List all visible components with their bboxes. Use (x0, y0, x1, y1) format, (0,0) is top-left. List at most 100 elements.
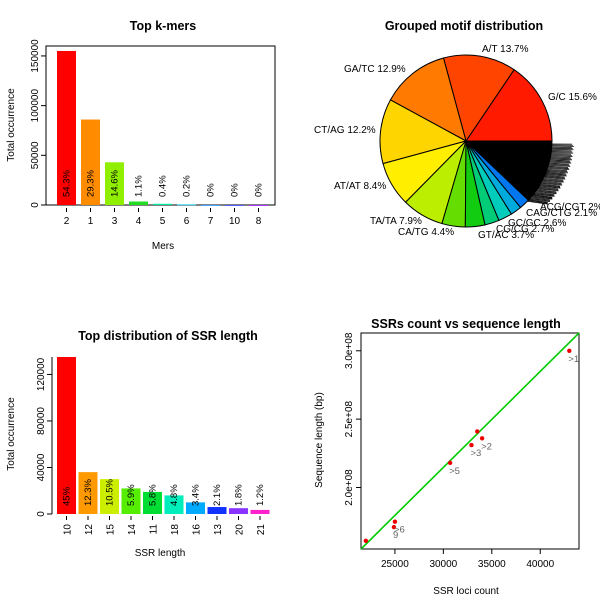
motif-minor-slices-fan (527, 143, 574, 205)
motif-minor-leader-line (548, 163, 570, 166)
motif-minor-leader-line (527, 200, 548, 205)
kmers-x-tick-label: 2 (64, 216, 70, 227)
ssr-length-bar (207, 507, 227, 514)
kmers-x-tick-label: 7 (208, 216, 214, 227)
motif-minor-leader-line (546, 170, 568, 173)
ssr-scatter-y-tick-label: 2.5e+08 (344, 400, 355, 437)
ssr-length-bar (143, 491, 162, 514)
motif-minor-leader-line (541, 181, 562, 185)
motif-slice-label: TA/TA 7.9% (370, 216, 422, 227)
ssr-length-bar-label: 3.4% (191, 484, 202, 506)
motif-minor-leader-line (537, 188, 559, 192)
motif-minor-leader-line (549, 162, 569, 165)
motif-minor-leader-line (543, 177, 564, 181)
motif-minor-leader-line (531, 196, 553, 200)
ssr-length-bar-label: 1.2% (255, 484, 266, 506)
ssr-length-y-tick-label: 120000 (36, 357, 47, 391)
motif-minor-leader-line (544, 175, 565, 178)
motif-minor-leader-line (529, 198, 551, 202)
motif-slice-label: A/T 13.7% (482, 44, 529, 55)
motif-slice (379, 99, 468, 165)
motif-minor-leader-line (542, 178, 564, 182)
motif-slice-label: GA/TC 12.9% (344, 64, 406, 75)
ssr-length-x-tick-label: 13 (213, 524, 224, 536)
motif-title: Grouped motif distribution (385, 19, 543, 33)
ssr-scatter-point (479, 436, 485, 441)
kmers-title: Top k-mers (130, 19, 196, 33)
motif-minor-leader-line (538, 186, 559, 190)
ssr-length-y-tick-label: 0 (36, 511, 47, 517)
ssr-length-bars: 45% 12.3% 10.5% 5.9% 5.8% 4.8% 3.4% 2.1% 1.8% 1.2… (57, 357, 270, 514)
ssr-length-bar-label: 4.8% (169, 484, 180, 506)
motif-minor-leader-line (550, 155, 573, 157)
ssr-scatter-x-tick-label: 25000 (381, 559, 409, 570)
kmers-bar-label: 1.1% (134, 175, 145, 197)
ssr-scatter-frame (360, 332, 580, 550)
motif-minor-leader-line (550, 158, 572, 161)
kmers-bar (57, 50, 76, 205)
ssr-length-x-tick-label: 10 (63, 524, 74, 536)
kmers-x-tick-label: 4 (136, 216, 142, 227)
motif-minor-leader-line (530, 196, 551, 201)
motif-minor-leader-line (549, 160, 571, 163)
motif-minor-leader-line (551, 153, 572, 155)
motif-slice (465, 69, 553, 142)
motif-slice-label: CG/CG 2.7% (496, 224, 554, 235)
ssr-scatter-point-label: >1 (568, 354, 579, 365)
ssr-scatter-point-label: >3 (470, 448, 481, 459)
ssr-scatter-y-ticks: 2.0e+08 2.5e+08 3.0e+08 (344, 332, 361, 506)
kmers-bar-label: 29.3% (86, 170, 97, 197)
ssr-scatter-point (363, 538, 369, 543)
motif-minor-leader-line (540, 182, 563, 186)
ssr-length-x-tick-label: 12 (84, 524, 95, 536)
ssr-length-bar-label: 2.1% (212, 484, 223, 506)
kmers-x-tick-label: 8 (256, 216, 262, 227)
ssr-scatter-points: 9>6 >5 >3>2 >1 (363, 348, 579, 543)
ssr-length-bar (57, 357, 76, 514)
motif-slice-label: CT/AG 12.2% (314, 125, 376, 136)
ssr-scatter-point-label: 9 (393, 530, 398, 541)
ssr-length-x-label: SSR length (135, 548, 186, 559)
motif-minor-leader-line (541, 180, 562, 184)
ssr-length-bar (186, 502, 205, 514)
kmers-y-tick-label: 100000 (30, 89, 41, 123)
motif-slice-label: CA/TG 4.4% (398, 227, 454, 238)
motif-minor-leader-line (545, 174, 567, 177)
motif-slice (389, 57, 467, 142)
motif-minor-leader-line (535, 190, 557, 195)
ssr-scatter-x-tick-label: 40000 (526, 559, 554, 570)
kmers-bar-label: 54.3% (62, 170, 73, 197)
motif-minor-leader-line (546, 172, 566, 175)
ssr-scatter-x-tick-label: 30000 (429, 559, 457, 570)
ssr-length-x-tick-label: 20 (235, 524, 246, 536)
motif-minor-leader-line (528, 200, 548, 204)
motif-minor-leader-line (543, 177, 566, 180)
ssr-length-y-tick-label: 80000 (36, 407, 47, 435)
kmers-y-label: Total occurrence (6, 88, 17, 162)
kmers-y-tick-label: 0 (30, 202, 41, 208)
motif-minor-leader-line (550, 154, 572, 156)
kmers-x-tick-label: 6 (184, 216, 190, 227)
ssr-length-x-tick-label: 15 (106, 524, 117, 536)
ssr-length-bar-label: 1.8% (234, 484, 245, 506)
motif-minor-leader-line (538, 187, 559, 191)
kmers-y-tick-label: 50000 (30, 141, 41, 169)
ssr-length-y-tick-label: 40000 (36, 453, 47, 481)
motif-minor-leader-line (534, 192, 555, 196)
ssr-length-x-tick-label: 16 (192, 524, 203, 536)
ssr-length-title: Top distribution of SSR length (78, 329, 258, 343)
ssr-length-bar (78, 472, 98, 514)
kmers-bar (201, 204, 220, 206)
kmers-bar (105, 162, 124, 205)
ssr-scatter-point (391, 524, 397, 530)
ssr-scatter-x-label: SSR loci count (433, 586, 499, 597)
ssr-scatter-y-label: Sequence length (bp) (314, 392, 325, 488)
motif-minor-leader-line (533, 194, 553, 198)
kmers-bar (249, 204, 268, 206)
motif-slices (379, 54, 574, 228)
ssr-length-bar (121, 488, 141, 514)
motif-slice (442, 54, 515, 143)
kmers-bar-label: 0.4% (158, 175, 169, 197)
ssr-scatter-title: SSRs count vs sequence length (371, 317, 561, 331)
